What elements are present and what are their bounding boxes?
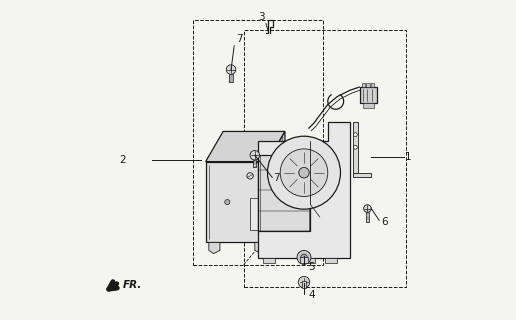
Polygon shape bbox=[209, 243, 220, 253]
Bar bbox=[366, 212, 369, 222]
Bar bbox=[302, 282, 305, 288]
Circle shape bbox=[280, 149, 328, 196]
Circle shape bbox=[353, 133, 357, 137]
Circle shape bbox=[267, 136, 341, 209]
Circle shape bbox=[250, 150, 260, 160]
Bar bbox=[258, 155, 310, 231]
Text: 7: 7 bbox=[236, 34, 243, 44]
Text: 5: 5 bbox=[308, 262, 315, 272]
Polygon shape bbox=[206, 132, 285, 162]
Polygon shape bbox=[206, 162, 267, 243]
Bar bbox=[363, 103, 374, 108]
Polygon shape bbox=[258, 122, 350, 258]
Circle shape bbox=[353, 145, 357, 149]
Polygon shape bbox=[353, 122, 358, 173]
Polygon shape bbox=[325, 258, 337, 263]
Bar bbox=[250, 198, 266, 230]
Bar bbox=[366, 83, 369, 87]
Polygon shape bbox=[263, 258, 276, 263]
Bar bbox=[360, 87, 377, 103]
Text: 3: 3 bbox=[257, 12, 264, 22]
Bar bbox=[230, 74, 233, 82]
Circle shape bbox=[227, 65, 236, 74]
Text: FR.: FR. bbox=[123, 280, 142, 290]
Polygon shape bbox=[267, 132, 285, 243]
Circle shape bbox=[299, 167, 309, 178]
Bar bbox=[362, 83, 365, 87]
Text: 2: 2 bbox=[119, 155, 125, 165]
Bar bbox=[371, 83, 375, 87]
Text: 4: 4 bbox=[308, 290, 315, 300]
Bar bbox=[193, 20, 323, 265]
Polygon shape bbox=[302, 258, 315, 263]
Text: 7: 7 bbox=[273, 173, 280, 183]
Circle shape bbox=[225, 199, 230, 204]
Circle shape bbox=[297, 251, 311, 264]
Bar bbox=[253, 160, 256, 167]
Polygon shape bbox=[255, 243, 271, 253]
Circle shape bbox=[301, 254, 307, 260]
Circle shape bbox=[364, 205, 371, 212]
Text: 1: 1 bbox=[405, 152, 411, 162]
Bar bbox=[300, 257, 309, 263]
Polygon shape bbox=[353, 173, 370, 178]
Text: 6: 6 bbox=[381, 217, 388, 227]
Circle shape bbox=[298, 276, 310, 288]
